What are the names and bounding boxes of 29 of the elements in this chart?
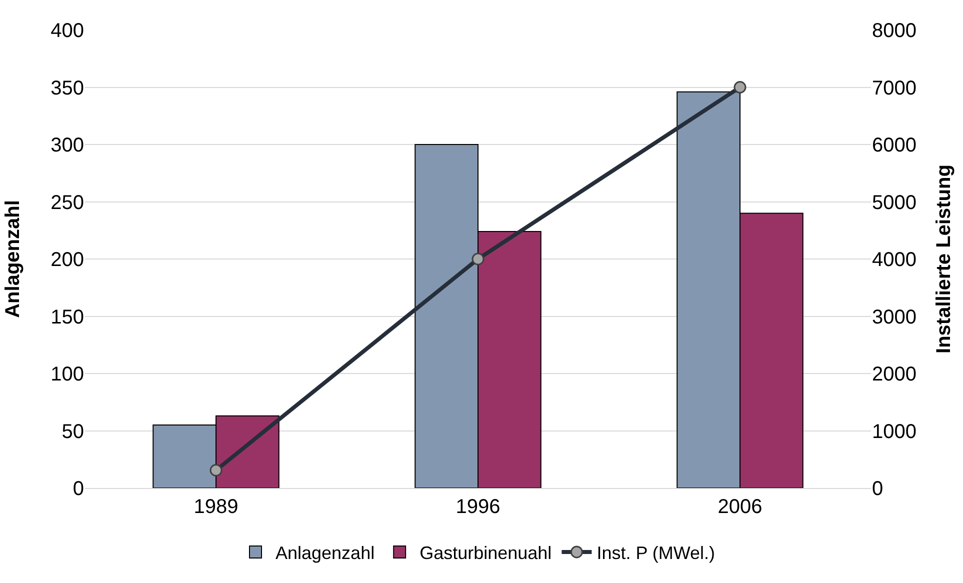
y2-tick-label: 8000 bbox=[872, 20, 916, 42]
y-tick-label: 250 bbox=[50, 192, 84, 214]
y-tick-label: 300 bbox=[50, 134, 84, 156]
y-tick-label: 200 bbox=[50, 249, 84, 271]
y2-tick-label: 7000 bbox=[872, 77, 916, 100]
y2-tick-label: 3000 bbox=[872, 306, 916, 328]
x-tick-label: 1996 bbox=[456, 496, 500, 518]
y-tick-label: 350 bbox=[50, 77, 84, 100]
y2-tick-label: 0 bbox=[872, 478, 884, 500]
y-tick-label: 50 bbox=[62, 420, 84, 443]
y-tick-label: 100 bbox=[50, 364, 84, 386]
y-tick-label: 150 bbox=[50, 306, 84, 328]
y-tick-label: 0 bbox=[72, 478, 84, 500]
y2-tick-label: 6000 bbox=[872, 134, 916, 156]
legend-label: Anlagenzahl bbox=[276, 543, 375, 564]
y2-axis-title: Installierte Leistung bbox=[933, 164, 955, 354]
point bbox=[210, 464, 222, 476]
point bbox=[734, 81, 746, 94]
legend-label: Gasturbinenuahl bbox=[420, 543, 552, 564]
x-tick-label: 1989 bbox=[194, 496, 238, 518]
y2-tick-label: 1000 bbox=[872, 420, 916, 443]
point bbox=[472, 252, 484, 266]
y2-tick-label: 5000 bbox=[872, 192, 916, 214]
y-tick-label: 400 bbox=[50, 20, 84, 42]
x-tick-label: 2006 bbox=[718, 496, 762, 518]
y2-tick-label: 4000 bbox=[872, 249, 916, 271]
legend-label: Inst. P (MWel.) bbox=[596, 543, 716, 564]
y-axis-title: Anlagenzahl bbox=[2, 200, 24, 318]
y2-tick-label: 2000 bbox=[872, 364, 916, 386]
